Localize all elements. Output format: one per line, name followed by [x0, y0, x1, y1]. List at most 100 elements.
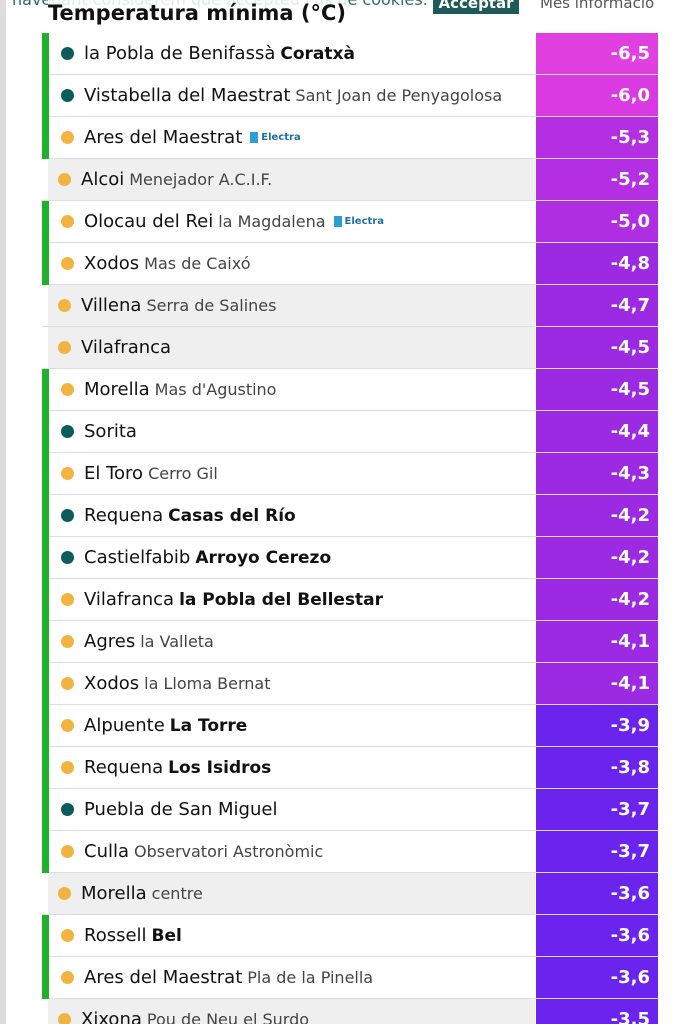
status-dot [61, 929, 74, 942]
group-marker [42, 201, 49, 243]
temperature-cell: -3,6 [536, 915, 658, 956]
group-marker [42, 537, 49, 579]
table-row: Puebla de San Miguel -3,7 [42, 789, 658, 831]
town-name: Morella [84, 379, 150, 400]
status-dot [61, 761, 74, 774]
station-cell: Morella Mas d'Agustino [51, 369, 535, 410]
temperature-cell: -4,8 [536, 243, 658, 284]
town-name: Requena [84, 505, 164, 526]
table-row: Xodos la Lloma Bernat -4,1 [42, 663, 658, 705]
temperature-cell: -3,6 [536, 957, 658, 998]
town-name: Alpuente [84, 715, 165, 736]
table-row: Castielfabib Arroyo Cerezo -4,2 [42, 537, 658, 579]
temperature-cell: -4,4 [536, 411, 658, 452]
station-name: Mas d'Agustino [154, 380, 277, 399]
temperature-cell: -4,2 [536, 537, 658, 578]
station-name: Pou de Neu el Surdo [146, 1010, 310, 1024]
town-name: Culla [84, 841, 130, 862]
group-marker [42, 243, 49, 285]
town-name: Ares del Maestrat [84, 127, 243, 148]
status-dot [61, 719, 74, 732]
station-name: centre [151, 884, 203, 903]
temperature-cell: -3,7 [536, 831, 658, 872]
sponsor-logo: Electra [250, 132, 301, 143]
table-row: Requena Casas del Río -4,2 [42, 495, 658, 537]
status-dot [58, 1013, 71, 1024]
more-info-link[interactable]: Més informació [540, 0, 655, 12]
group-marker [42, 705, 49, 747]
station-name: la Lloma Bernat [144, 674, 271, 693]
station-cell: Ares del Maestrat Pla de la Pinella [51, 957, 535, 998]
status-dot [61, 131, 74, 144]
station-name: Bel [151, 925, 182, 946]
group-marker [42, 411, 49, 453]
temperature-cell: -4,5 [536, 369, 658, 410]
town-name: Alcoi [81, 169, 125, 190]
station-name: Pla de la Pinella [247, 968, 374, 987]
status-dot [61, 551, 74, 564]
temperature-cell: -3,5 [536, 999, 658, 1024]
station-name: Sant Joan de Penyagolosa [295, 86, 503, 105]
table-row: Xodos Mas de Caixó -4,8 [42, 243, 658, 285]
group-marker [42, 33, 49, 75]
table-row: Culla Observatori Astronòmic -3,7 [42, 831, 658, 873]
table-row: Vilafranca -4,5 [42, 327, 658, 369]
group-marker [42, 621, 49, 663]
town-name: El Toro [84, 463, 144, 484]
town-name: Sorita [84, 421, 137, 442]
station-cell: Requena Los Isidros [51, 747, 535, 788]
station-cell: la Pobla de Benifassà Coratxà [51, 33, 535, 74]
status-dot [61, 509, 74, 522]
table-row: Ares del Maestrat Electra -5,3 [42, 117, 658, 159]
temperature-cell: -3,6 [536, 873, 658, 914]
station-name: Observatori Astronòmic [134, 842, 324, 861]
station-name: la Pobla del Bellestar [179, 589, 384, 610]
station-cell: Vistabella del Maestrat Sant Joan de Peny… [51, 75, 535, 116]
status-dot [61, 215, 74, 228]
station-cell: Alpuente La Torre [51, 705, 535, 746]
table-row: Alcoi Menejador A.C.I.F. -5,2 [42, 159, 658, 201]
temperature-cell: -5,2 [536, 159, 658, 200]
temperature-cell: -3,9 [536, 705, 658, 746]
status-dot [61, 845, 74, 858]
station-name: La Torre [169, 715, 248, 736]
status-dot [58, 887, 71, 900]
station-cell: Ares del Maestrat Electra [51, 117, 535, 158]
temperature-cell: -4,5 [536, 327, 658, 368]
station-name: Cerro Gil [148, 464, 218, 483]
town-name: Rossell [84, 925, 147, 946]
temperature-cell: -4,1 [536, 663, 658, 704]
group-marker [42, 915, 49, 957]
table-row: Morella centre -3,6 [42, 873, 658, 915]
station-name: Casas del Río [168, 505, 296, 526]
temperature-cell: -6,0 [536, 75, 658, 116]
temperature-cell: -5,3 [536, 117, 658, 158]
table-title: Temperatura mínima (°C) [48, 0, 346, 26]
group-marker [42, 663, 49, 705]
status-dot [58, 173, 71, 186]
status-dot [61, 425, 74, 438]
accept-button[interactable]: Acceptar [433, 0, 519, 14]
group-marker [42, 789, 49, 831]
town-name: Vistabella del Maestrat [84, 85, 291, 106]
town-name: Xodos [84, 673, 140, 694]
status-dot [61, 635, 74, 648]
table-row: Villena Serra de Salines -4,7 [42, 285, 658, 327]
town-name: la Pobla de Benifassà [84, 43, 276, 64]
table-row: Olocau del Rei la Magdalena Electra -5,0 [42, 201, 658, 243]
town-name: Xodos [84, 253, 140, 274]
station-name: Coratxà [280, 43, 355, 64]
town-name: Morella [81, 883, 147, 904]
station-cell: Olocau del Rei la Magdalena Electra [51, 201, 535, 242]
table-row: Agres la Valleta -4,1 [42, 621, 658, 663]
station-cell: Sorita [51, 411, 535, 452]
station-cell: Agres la Valleta [51, 621, 535, 662]
group-marker [42, 117, 49, 159]
station-name: Los Isidros [168, 757, 272, 778]
station-name: Serra de Salines [146, 296, 277, 315]
status-dot [61, 467, 74, 480]
town-name: Xixona [81, 1009, 142, 1024]
station-cell: Castielfabib Arroyo Cerezo [51, 537, 535, 578]
station-name: Mas de Caixó [144, 254, 251, 273]
